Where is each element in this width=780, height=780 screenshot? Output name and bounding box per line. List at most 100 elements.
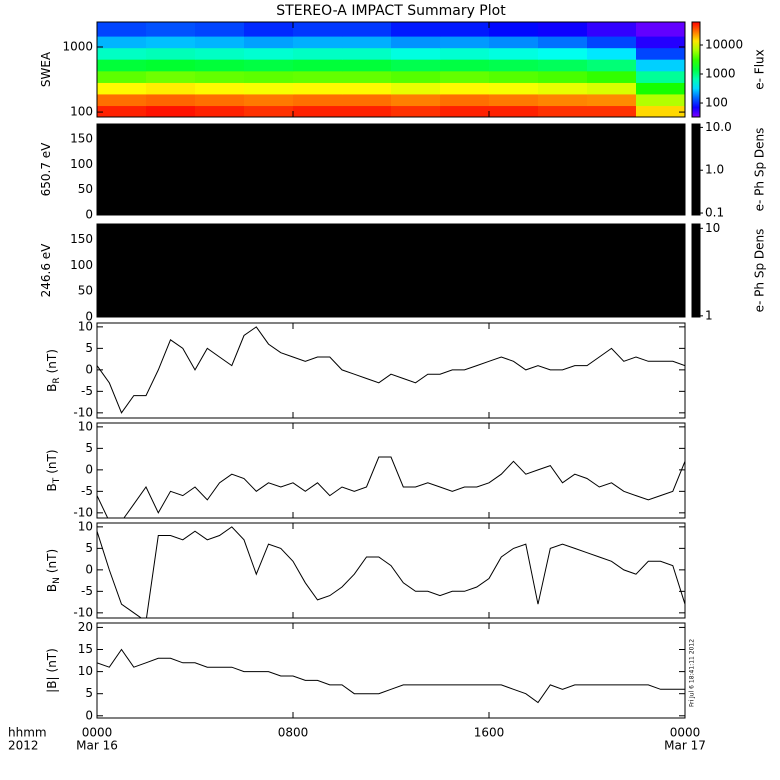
spectrogram-cell — [293, 70, 343, 83]
spectrogram-cell — [146, 93, 196, 107]
y-label-unit: (nT) — [45, 648, 59, 672]
panel-frame — [96, 522, 686, 619]
spectrogram-cell — [97, 36, 147, 49]
colorbar-label: e- Flux — [753, 49, 767, 89]
spectrogram-cell — [489, 93, 539, 107]
y-label-unit: (nT) — [45, 449, 59, 473]
colorbar — [691, 223, 701, 318]
spectrogram-cell — [391, 47, 441, 60]
panel — [97, 22, 685, 117]
spectrogram-cell — [342, 82, 392, 95]
spectrogram-cell — [636, 82, 685, 95]
spectrogram-cell — [293, 93, 343, 107]
y-tick-label: 5 — [85, 541, 93, 555]
spectrogram-cell — [244, 70, 294, 83]
spectrogram-cell — [440, 47, 490, 60]
spectrogram-cell — [293, 59, 343, 72]
spectrogram-cell — [587, 93, 637, 107]
x-caption: hhmm — [8, 726, 47, 740]
spectrogram-cell — [587, 105, 637, 117]
data-line — [97, 648, 685, 704]
spectrogram-cell — [244, 22, 294, 37]
y-tick-label: 100 — [70, 258, 93, 272]
panel-fill — [97, 124, 685, 215]
y-axis-label: SWEA — [39, 51, 53, 87]
y-tick-label: 100 — [70, 105, 93, 119]
spectrogram-cell — [342, 93, 392, 107]
y-tick-label: 50 — [78, 284, 93, 298]
spectrogram-cell — [391, 82, 441, 95]
colorbar-tick-label: 1000 — [705, 67, 736, 81]
spectrogram-cell — [538, 36, 588, 49]
spectrogram-cell — [195, 82, 245, 95]
y-tick-label: -5 — [81, 384, 93, 398]
spectrogram-cell — [146, 22, 196, 37]
x-caption: 2012 — [8, 739, 39, 753]
colorbar-tick-label: 0.1 — [705, 206, 724, 220]
spectrogram-cell — [440, 59, 490, 72]
panel-frame — [96, 422, 686, 519]
data-line — [97, 326, 685, 414]
spectrogram-cell — [342, 105, 392, 117]
y-tick-label: 50 — [78, 182, 93, 196]
spectrogram-cell — [146, 59, 196, 72]
y-label-unit: (nT) — [45, 549, 59, 573]
panel — [97, 456, 685, 518]
panel-frame — [96, 322, 686, 419]
spectrogram-cell — [440, 93, 490, 107]
spectrogram-cell — [489, 70, 539, 83]
spectrogram-cell — [587, 36, 637, 49]
spectrogram-cell — [636, 47, 685, 60]
panel — [97, 124, 685, 215]
spectrogram-cell — [391, 59, 441, 72]
spectrogram-cell — [244, 82, 294, 95]
y-tick-label: 5 — [85, 686, 93, 700]
spectrogram-cell — [440, 22, 490, 37]
y-tick-label: -5 — [81, 484, 93, 498]
spectrogram-cell — [97, 22, 147, 37]
y-tick-label: 5 — [85, 441, 93, 455]
spectrogram-cell — [489, 36, 539, 49]
y-tick-label: 150 — [70, 232, 93, 246]
y-tick-label: 0 — [85, 362, 93, 376]
spectrogram-cell — [636, 105, 685, 117]
spectrogram-cell — [587, 70, 637, 83]
colorbar-tick-label: 1 — [705, 308, 713, 322]
spectrogram-cell — [440, 36, 490, 49]
colorbar — [691, 21, 701, 118]
colorbar-label: e- Ph Sp Dens — [753, 128, 767, 212]
spectrogram-cell — [538, 70, 588, 83]
data-line — [97, 526, 685, 618]
colorbar-label: e- Ph Sp Dens — [753, 229, 767, 313]
y-tick-label: 0 — [85, 562, 93, 576]
spectrogram-cell — [440, 105, 490, 117]
colorbar-tick-label: 10 — [705, 221, 720, 235]
x-date-label: Mar 16 — [76, 739, 118, 753]
panel-frame — [96, 622, 686, 719]
spectrogram-cell — [538, 93, 588, 107]
spectrogram-cell — [636, 70, 685, 83]
spectrogram-cell — [440, 70, 490, 83]
spectrogram-cell — [391, 36, 441, 49]
y-tick-label: 10 — [78, 664, 93, 678]
y-tick-label: -5 — [81, 584, 93, 598]
panel-frame — [96, 21, 686, 118]
spectrogram-cell — [538, 22, 588, 37]
y-label-text: 650.7 eV — [39, 142, 53, 197]
spectrogram-cell — [195, 70, 245, 83]
spectrogram-cell — [342, 36, 392, 49]
spectrogram-cell — [146, 70, 196, 83]
spectrogram-cell — [195, 47, 245, 60]
spectrogram-cell — [391, 105, 441, 117]
spectrogram-cell — [195, 59, 245, 72]
spectrogram-cell — [244, 105, 294, 117]
spectrogram-cell — [489, 22, 539, 37]
colorbar — [691, 123, 701, 216]
spectrogram-cell — [587, 47, 637, 60]
spectrogram-cell — [97, 105, 147, 117]
spectrogram-cell — [342, 59, 392, 72]
y-tick-label: -10 — [73, 405, 93, 419]
spectrogram-cell — [489, 47, 539, 60]
y-tick-label: 0 — [85, 708, 93, 722]
y-label-text: B — [45, 384, 59, 392]
